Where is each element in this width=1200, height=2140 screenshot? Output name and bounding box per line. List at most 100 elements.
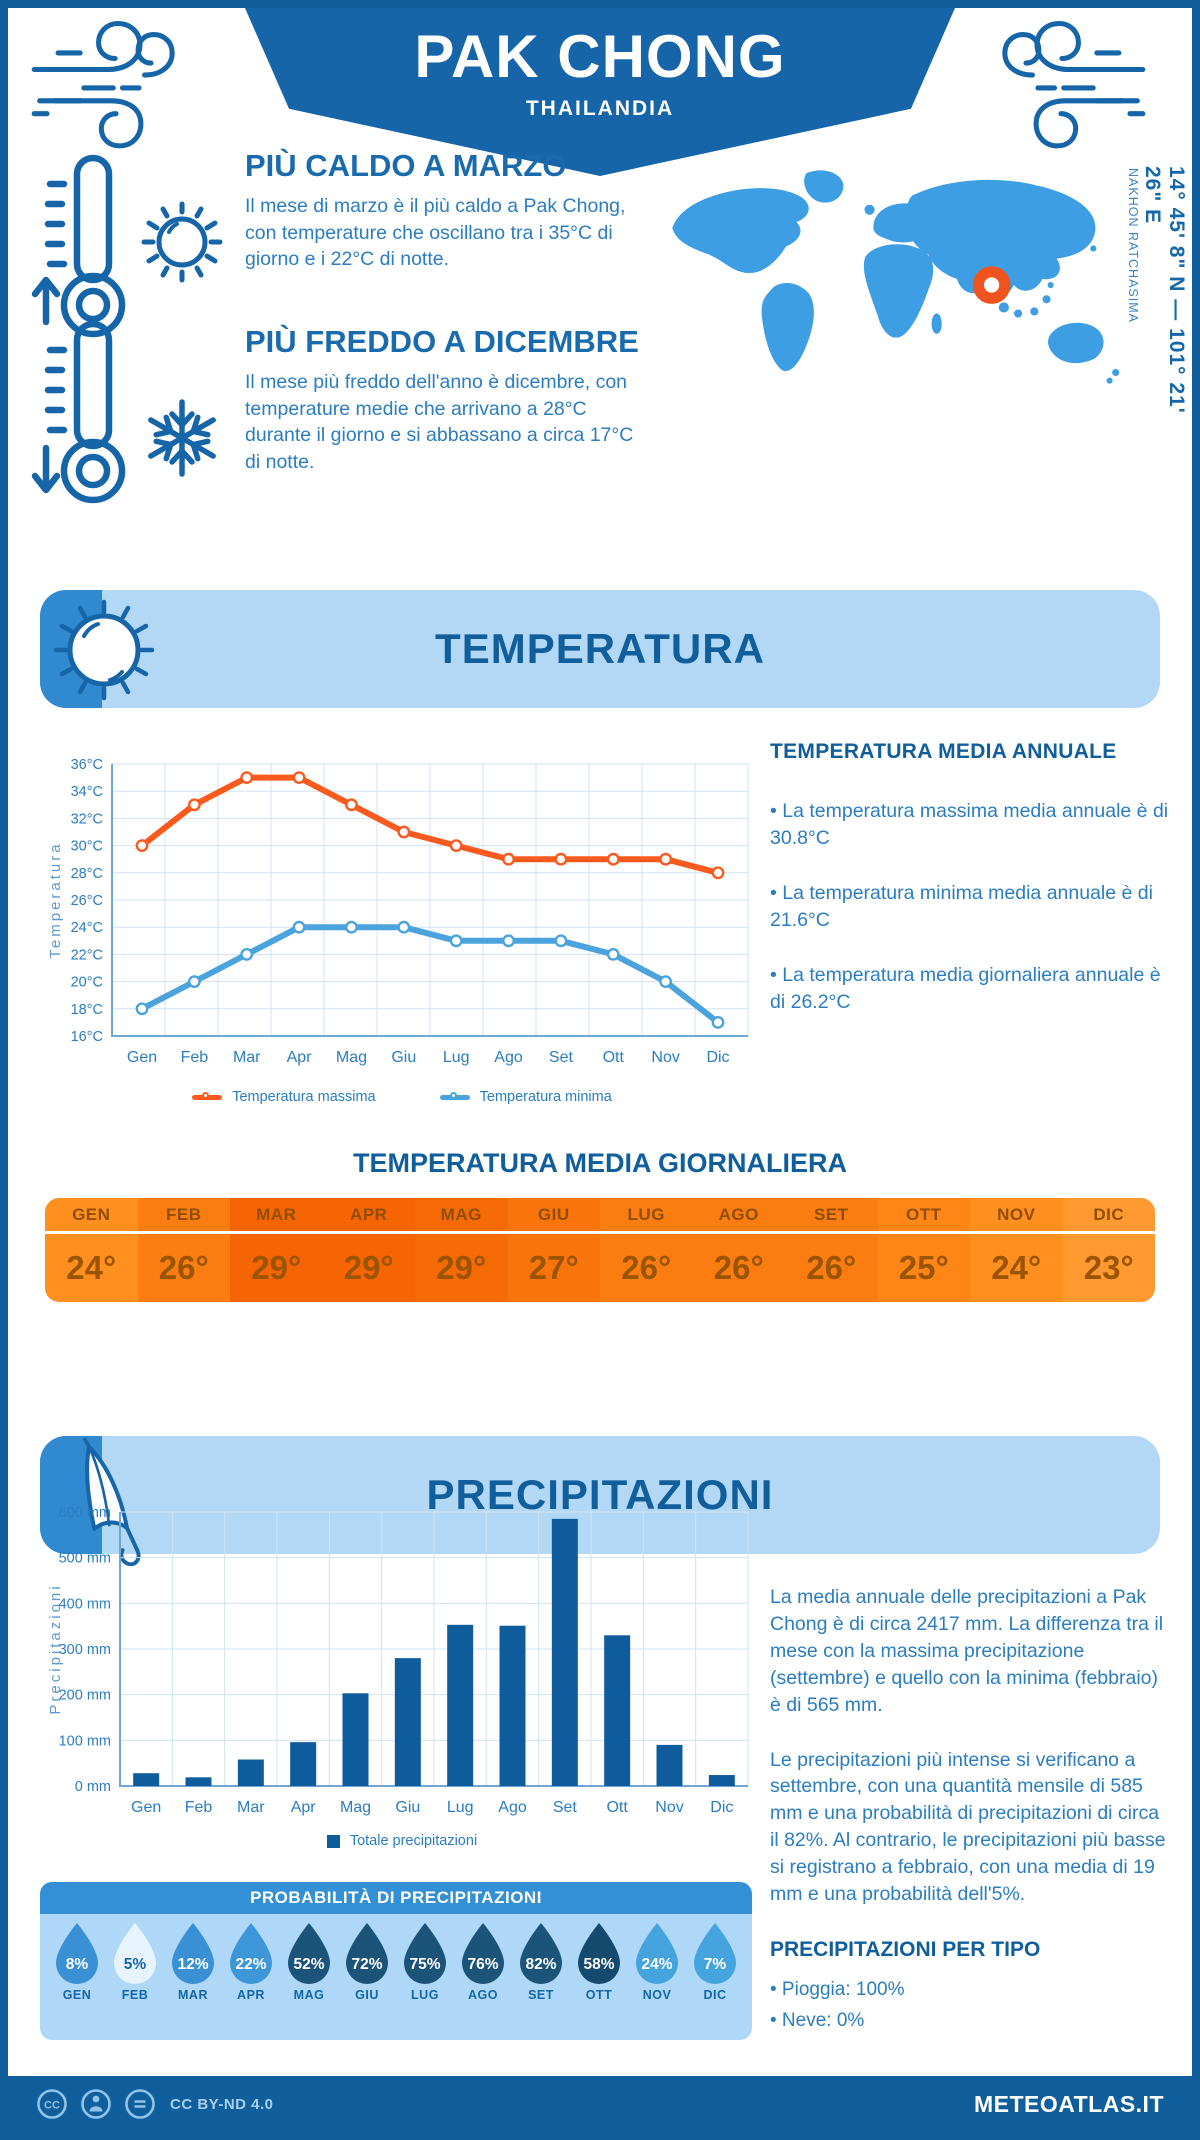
svg-text:16°C: 16°C [71, 1029, 103, 1045]
svg-text:CC: CC [44, 2100, 60, 2112]
daily-cell-value: 24° [66, 1249, 117, 1286]
probability-drop: 8% GEN [52, 1922, 102, 2002]
daily-title: TEMPERATURA MEDIA GIORNALIERA [353, 1148, 847, 1178]
drop-month: APR [237, 1988, 265, 2002]
svg-text:26°C: 26°C [71, 893, 103, 909]
world-map [672, 170, 1120, 384]
site-label: METEOATLAS.IT [973, 2090, 1164, 2117]
cc-nd-icon [125, 2089, 155, 2119]
svg-text:20°C: 20°C [71, 975, 103, 991]
svg-text:Temperatura: Temperatura [47, 841, 64, 958]
legend-item: Totale precipitazioni [326, 1833, 477, 1849]
highlight-cold: PIÙ FREDDO A DICEMBRE Il mese più freddo… [245, 324, 653, 475]
daily-cell-value: 26° [806, 1249, 857, 1286]
raindrop-icon [56, 1923, 98, 1984]
by-type-title: PRECIPITAZIONI PER TIPO [770, 1938, 1041, 1961]
svg-text:22°C: 22°C [71, 947, 103, 963]
svg-text:Gen: Gen [127, 1049, 157, 1066]
svg-text:Dic: Dic [706, 1049, 729, 1066]
precipitation-chart-block: 0 mm 100 mm 200 mm 300 mm 400 mm 500 mm 600 mm… [46, 1498, 758, 1849]
svg-text:Set: Set [553, 1799, 578, 1816]
raindrop-icon [230, 1923, 272, 1984]
svg-text:Set: Set [549, 1049, 574, 1066]
highlight-text: Il mese di marzo è il più caldo a Pak Ch… [245, 195, 626, 271]
drop-value: 5% [123, 1956, 147, 1973]
svg-text:Dic: Dic [710, 1799, 733, 1816]
svg-text:24°C: 24°C [71, 920, 103, 936]
drop-value: 12% [177, 1956, 209, 1973]
raindrop-icon [694, 1923, 736, 1984]
thermometer-up-icon [31, 154, 223, 338]
probability-drop: 7% DIC [690, 1922, 740, 2002]
svg-text:Ago: Ago [494, 1049, 523, 1066]
probability-drop: 5% FEB [110, 1922, 160, 2002]
page-title: PAK CHONG [414, 23, 786, 90]
daily-cell: MAR 29° [230, 1198, 323, 1302]
temperature-chart-block: 16°C 18°C 20°C 22°C 24°C 26°C 28°C 30°C 32°C 34°C… [46, 744, 758, 1105]
daily-cell: GEN 24° [45, 1198, 138, 1302]
raindrop-icon [462, 1923, 504, 1984]
svg-text:300 mm: 300 mm [59, 1642, 111, 1658]
svg-text:Mar: Mar [233, 1049, 261, 1066]
daily-cell-month: NOV [970, 1198, 1063, 1234]
by-type-bullet: • Neve: 0% [770, 2010, 865, 2032]
svg-text:Nov: Nov [651, 1049, 679, 1066]
daily-cell: AGO 26° [692, 1198, 785, 1302]
svg-text:Apr: Apr [287, 1049, 313, 1066]
temperature-banner: TEMPERATURA [40, 590, 1160, 708]
precipitation-banner: PRECIPITAZIONI [40, 1436, 1160, 1566]
daily-cell: LUG 26° [600, 1198, 693, 1302]
raindrop-icon [520, 1923, 562, 1984]
probability-drop: 76% AGO [458, 1922, 508, 2002]
precipitation-banner-title: PRECIPITAZIONI [426, 1471, 774, 1518]
coordinates-label: 14° 45' 8" N — 101° 21' 26" E [1141, 166, 1188, 414]
drop-month: AGO [468, 1988, 498, 2002]
daily-cell-value: 23° [1083, 1249, 1134, 1286]
drop-month: FEB [121, 1988, 149, 2002]
drop-month: NOV [642, 1988, 672, 2002]
daily-cell-month: GEN [45, 1198, 138, 1234]
svg-text:Feb: Feb [185, 1799, 213, 1816]
legend-item: Temperatura massima [192, 1089, 376, 1105]
svg-text:32°C: 32°C [71, 811, 103, 827]
precipitation-chart: 0 mm 100 mm 200 mm 300 mm 400 mm 500 mm 600 mm… [47, 1505, 749, 1816]
svg-text:Mag: Mag [336, 1049, 367, 1066]
temperature-chart: 16°C 18°C 20°C 22°C 24°C 26°C 28°C 30°C 32°C 34°C… [47, 757, 749, 1066]
daily-cell: FEB 26° [137, 1198, 230, 1302]
probability-drop: 24% NOV [632, 1922, 682, 2002]
drop-month: GIU [355, 1988, 379, 2002]
highlight-title: PIÙ CALDO A MARZO [245, 148, 567, 183]
umbrella-icon [82, 1438, 141, 1566]
temperature-chart-legend: Temperatura massima Temperatura minima [46, 1089, 758, 1105]
daily-cell-value: 26° [158, 1249, 209, 1286]
annual-bullet-list: • La temperatura massima media annuale è… [770, 798, 1172, 1015]
daily-cell-month: LUG [600, 1198, 693, 1234]
legend-item: Temperatura minima [439, 1089, 612, 1105]
annual-bullet: • La temperatura massima media annuale è… [770, 800, 1169, 849]
daily-cell-month: APR [322, 1198, 415, 1234]
drop-month: GEN [62, 1988, 92, 2002]
highlight-hot: PIÙ CALDO A MARZO Il mese di marzo è il … [245, 148, 653, 273]
drop-value: 75% [409, 1956, 441, 1973]
raindrop-icon [404, 1923, 446, 1984]
daily-cell-value: 24° [991, 1249, 1042, 1286]
cc-license-icons: CC [36, 2088, 156, 2120]
svg-text:600 mm: 600 mm [59, 1505, 111, 1521]
annual-title: TEMPERATURA MEDIA ANNUALE [770, 740, 1117, 763]
daily-table: GEN 24° FEB 26° MAR 29° APR 29° MAG 29° GIU 27° LUG 2… [45, 1198, 1155, 1302]
daily-cell-value: 27° [528, 1249, 579, 1286]
annual-temperature-block: TEMPERATURA MEDIA ANNUALE • La temperatu… [770, 740, 1172, 1043]
probability-panel: PROBABILITÀ DI PRECIPITAZIONI 8% GEN 5% FEB… [40, 1882, 752, 2040]
probability-drop: 52% MAG [284, 1922, 334, 2002]
daily-cell-value: 29° [343, 1249, 394, 1286]
by-type-bullet: • Pioggia: 100% [770, 1979, 905, 2000]
cc-icon: CC [37, 2089, 67, 2119]
svg-text:Nov: Nov [655, 1799, 683, 1816]
svg-text:Lug: Lug [447, 1799, 474, 1816]
daily-cell-value: 26° [621, 1249, 672, 1286]
footer: CC CC BY-ND 4.0 METEOATLAS.IT [8, 2076, 1192, 2132]
drop-value: 58% [583, 1956, 615, 1973]
daily-cell: APR 29° [322, 1198, 415, 1302]
highlight-title: PIÙ FREDDO A DICEMBRE [245, 324, 639, 359]
